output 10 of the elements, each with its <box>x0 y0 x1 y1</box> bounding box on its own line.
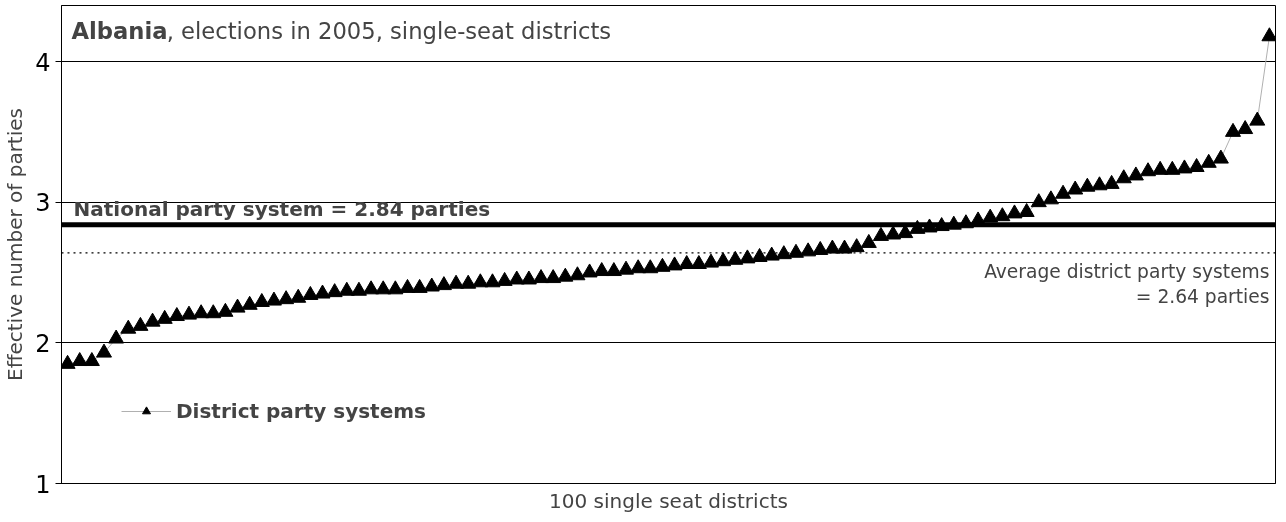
y-tick-label: 2 <box>35 329 51 358</box>
ref-line-label: National party system = 2.84 parties <box>73 196 491 221</box>
y-tick-label: 3 <box>35 189 51 218</box>
y-tick-label: 4 <box>35 48 51 77</box>
ref-line-label: Average district party systems = 2.64 parties <box>984 260 1270 308</box>
text: Albania, elections in 2005, single-seat districts <box>71 17 612 44</box>
x-axis-title: 100 single seat districts <box>549 488 788 513</box>
legend-label: District party systems <box>176 399 426 423</box>
y-tick-label: 1 <box>35 470 51 499</box>
y-axis-title: Effective number of parties <box>3 108 28 381</box>
